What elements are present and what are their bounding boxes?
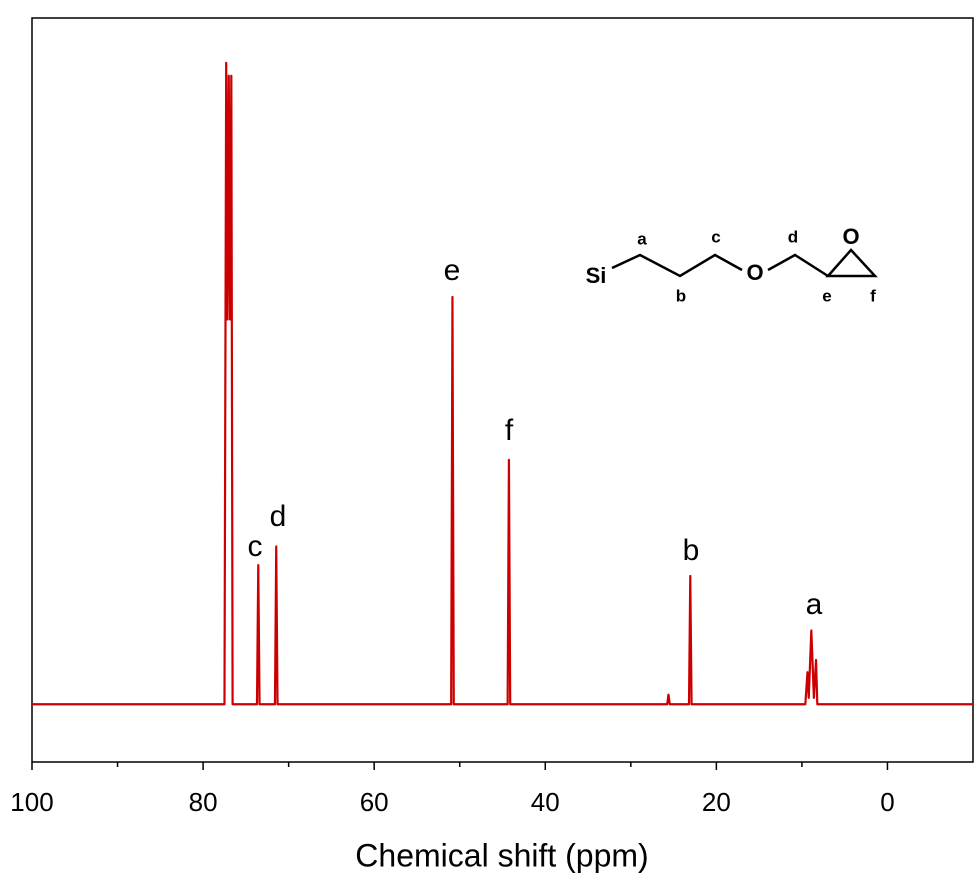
structure-label: d	[788, 227, 798, 246]
plot-frame	[31, 17, 974, 763]
x-tick-label: 80	[189, 787, 218, 817]
bond-chain	[767, 253, 829, 278]
peak-label: e	[444, 254, 461, 287]
molecule-structure	[611, 248, 878, 278]
x-tick-label: 20	[702, 787, 731, 817]
structure-label: O	[746, 260, 763, 285]
peak-label: f	[505, 414, 514, 447]
x-axis-title: Chemical shift (ppm)	[355, 837, 648, 873]
spectrum-line	[32, 61, 973, 706]
structure-label: O	[842, 224, 859, 249]
structure-label: a	[637, 229, 647, 248]
peak-label: a	[806, 588, 823, 621]
x-tick-label: 60	[360, 787, 389, 817]
x-tick-label: 100	[10, 787, 53, 817]
structure-label: f	[870, 286, 876, 305]
structure-label: Si	[586, 263, 607, 288]
x-tick-label: 40	[531, 787, 560, 817]
bond-chain	[611, 253, 743, 278]
structure-label: b	[676, 286, 686, 305]
x-tick-label: 0	[880, 787, 894, 817]
structure-label: c	[711, 227, 720, 246]
peak-label: b	[683, 534, 700, 567]
structure-label: e	[822, 286, 831, 305]
peak-label: c	[248, 530, 263, 563]
epoxide-ring	[825, 248, 878, 278]
peak-label: d	[270, 500, 287, 533]
